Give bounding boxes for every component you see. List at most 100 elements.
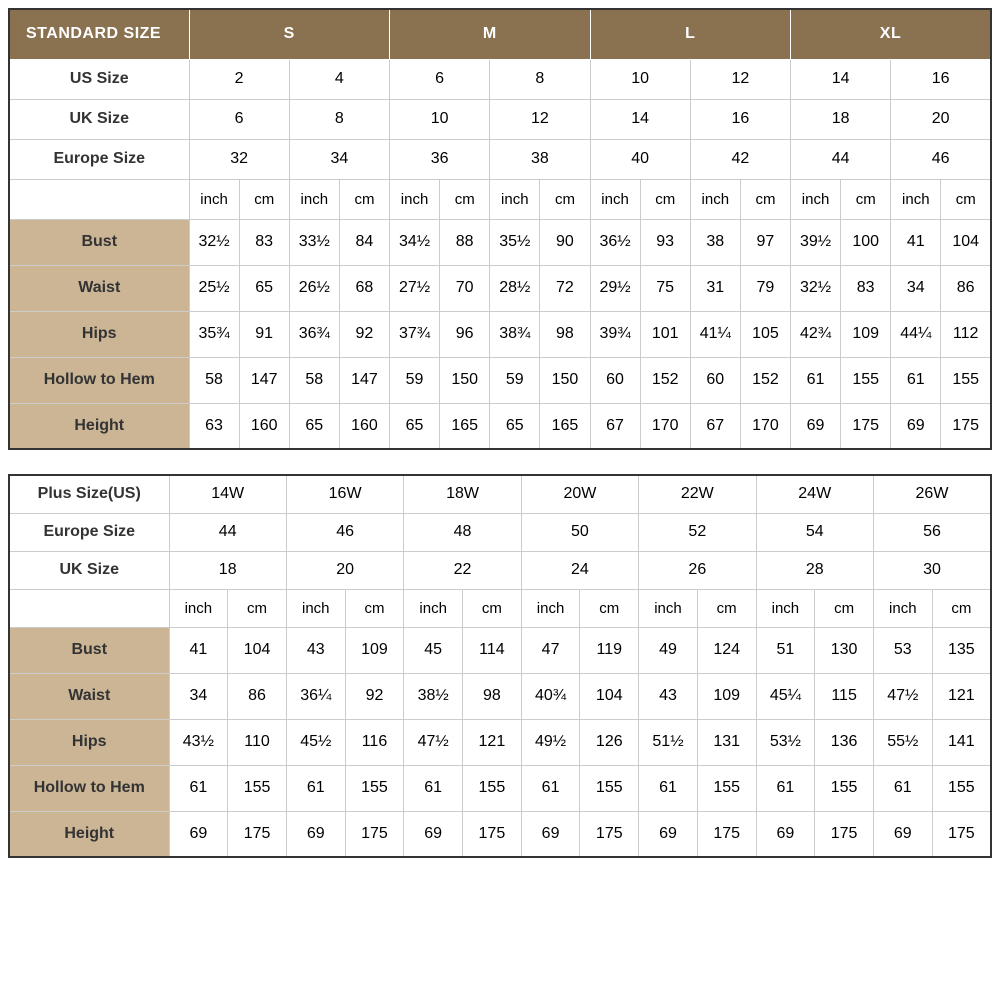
cell: 115 bbox=[815, 673, 874, 719]
row-label: Plus Size(US) bbox=[9, 475, 169, 513]
cell: 56 bbox=[873, 513, 991, 551]
cell: 14W bbox=[169, 475, 286, 513]
cell: 68 bbox=[339, 265, 389, 311]
cell: 34 bbox=[891, 265, 941, 311]
cell: 119 bbox=[580, 627, 639, 673]
cell: 69 bbox=[404, 811, 463, 857]
cell: 150 bbox=[540, 357, 590, 403]
cell: 109 bbox=[345, 627, 404, 673]
cell: 18W bbox=[404, 475, 521, 513]
cell: 86 bbox=[941, 265, 991, 311]
cell: 61 bbox=[169, 765, 228, 811]
cell: 130 bbox=[815, 627, 874, 673]
row-label: US Size bbox=[9, 59, 189, 99]
cell: 49½ bbox=[521, 719, 580, 765]
cell: 155 bbox=[345, 765, 404, 811]
cell: 38½ bbox=[404, 673, 463, 719]
unit-cm: cm bbox=[239, 179, 289, 219]
cell: 83 bbox=[239, 219, 289, 265]
cell: 61 bbox=[756, 765, 815, 811]
cell: 41 bbox=[891, 219, 941, 265]
unit-cm: cm bbox=[740, 179, 790, 219]
cell: 160 bbox=[239, 403, 289, 449]
cell: 175 bbox=[463, 811, 522, 857]
row-label: Hips bbox=[9, 719, 169, 765]
cell: 136 bbox=[815, 719, 874, 765]
unit-inch: inch bbox=[791, 179, 841, 219]
blank bbox=[9, 179, 189, 219]
cell: 61 bbox=[873, 765, 932, 811]
us-size-row: US Size 2 4 6 8 10 12 14 16 bbox=[9, 59, 991, 99]
cell: 36 bbox=[390, 139, 490, 179]
cell: 69 bbox=[639, 811, 698, 857]
unit-cm: cm bbox=[228, 589, 287, 627]
cell: 104 bbox=[580, 673, 639, 719]
cell: 175 bbox=[697, 811, 756, 857]
unit-cm: cm bbox=[697, 589, 756, 627]
cell: 45½ bbox=[286, 719, 345, 765]
cell: 124 bbox=[697, 627, 756, 673]
uk-size-row: UK Size 18 20 22 24 26 28 30 bbox=[9, 551, 991, 589]
cell: 27½ bbox=[390, 265, 440, 311]
cell: 43 bbox=[286, 627, 345, 673]
cell: 16 bbox=[891, 59, 991, 99]
plus-size-table: Plus Size(US) 14W 16W 18W 20W 22W 24W 26… bbox=[8, 474, 992, 858]
cell: 35½ bbox=[490, 219, 540, 265]
cell: 65 bbox=[390, 403, 440, 449]
cell: 150 bbox=[440, 357, 490, 403]
cell: 155 bbox=[228, 765, 287, 811]
cell: 40¾ bbox=[521, 673, 580, 719]
cell: 46 bbox=[891, 139, 991, 179]
cell: 22W bbox=[639, 475, 756, 513]
bust-row: Bust 41104431094511447119491245113053135 bbox=[9, 627, 991, 673]
height-row: Height 691756917569175691756917569175691… bbox=[9, 811, 991, 857]
cell: 59 bbox=[490, 357, 540, 403]
unit-inch: inch bbox=[404, 589, 463, 627]
cell: 104 bbox=[941, 219, 991, 265]
cell: 160 bbox=[339, 403, 389, 449]
cell: 70 bbox=[440, 265, 490, 311]
cell: 47 bbox=[521, 627, 580, 673]
cell: 31 bbox=[690, 265, 740, 311]
cell: 55½ bbox=[873, 719, 932, 765]
row-label: Height bbox=[9, 403, 189, 449]
cell: 90 bbox=[540, 219, 590, 265]
cell: 47½ bbox=[873, 673, 932, 719]
cell: 29½ bbox=[590, 265, 640, 311]
cell: 50 bbox=[521, 513, 638, 551]
standard-size-table: STANDARD SIZE S M L XL US Size 2 4 6 8 1… bbox=[8, 8, 992, 450]
hollow-row: Hollow to Hem 61155611556115561155611556… bbox=[9, 765, 991, 811]
cell: 165 bbox=[440, 403, 490, 449]
cell: 8 bbox=[289, 99, 389, 139]
cell: 121 bbox=[463, 719, 522, 765]
cell: 42 bbox=[690, 139, 790, 179]
cell: 110 bbox=[228, 719, 287, 765]
cell: 39½ bbox=[791, 219, 841, 265]
unit-cm: cm bbox=[345, 589, 404, 627]
cell: 109 bbox=[841, 311, 891, 357]
cell: 69 bbox=[891, 403, 941, 449]
unit-cm: cm bbox=[580, 589, 639, 627]
cell: 67 bbox=[590, 403, 640, 449]
row-label: Europe Size bbox=[9, 139, 189, 179]
cell: 67 bbox=[690, 403, 740, 449]
cell: 37¾ bbox=[390, 311, 440, 357]
unit-cm: cm bbox=[841, 179, 891, 219]
row-label: Waist bbox=[9, 673, 169, 719]
cell: 72 bbox=[540, 265, 590, 311]
cell: 152 bbox=[740, 357, 790, 403]
cell: 45 bbox=[404, 627, 463, 673]
unit-inch: inch bbox=[590, 179, 640, 219]
cell: 92 bbox=[345, 673, 404, 719]
unit-cm: cm bbox=[815, 589, 874, 627]
size-group-l: L bbox=[590, 9, 791, 59]
cell: 69 bbox=[286, 811, 345, 857]
cell: 69 bbox=[791, 403, 841, 449]
row-label: Bust bbox=[9, 219, 189, 265]
unit-cm: cm bbox=[932, 589, 991, 627]
cell: 51 bbox=[756, 627, 815, 673]
cell: 69 bbox=[521, 811, 580, 857]
cell: 36¾ bbox=[289, 311, 339, 357]
cell: 20W bbox=[521, 475, 638, 513]
cell: 41 bbox=[169, 627, 228, 673]
